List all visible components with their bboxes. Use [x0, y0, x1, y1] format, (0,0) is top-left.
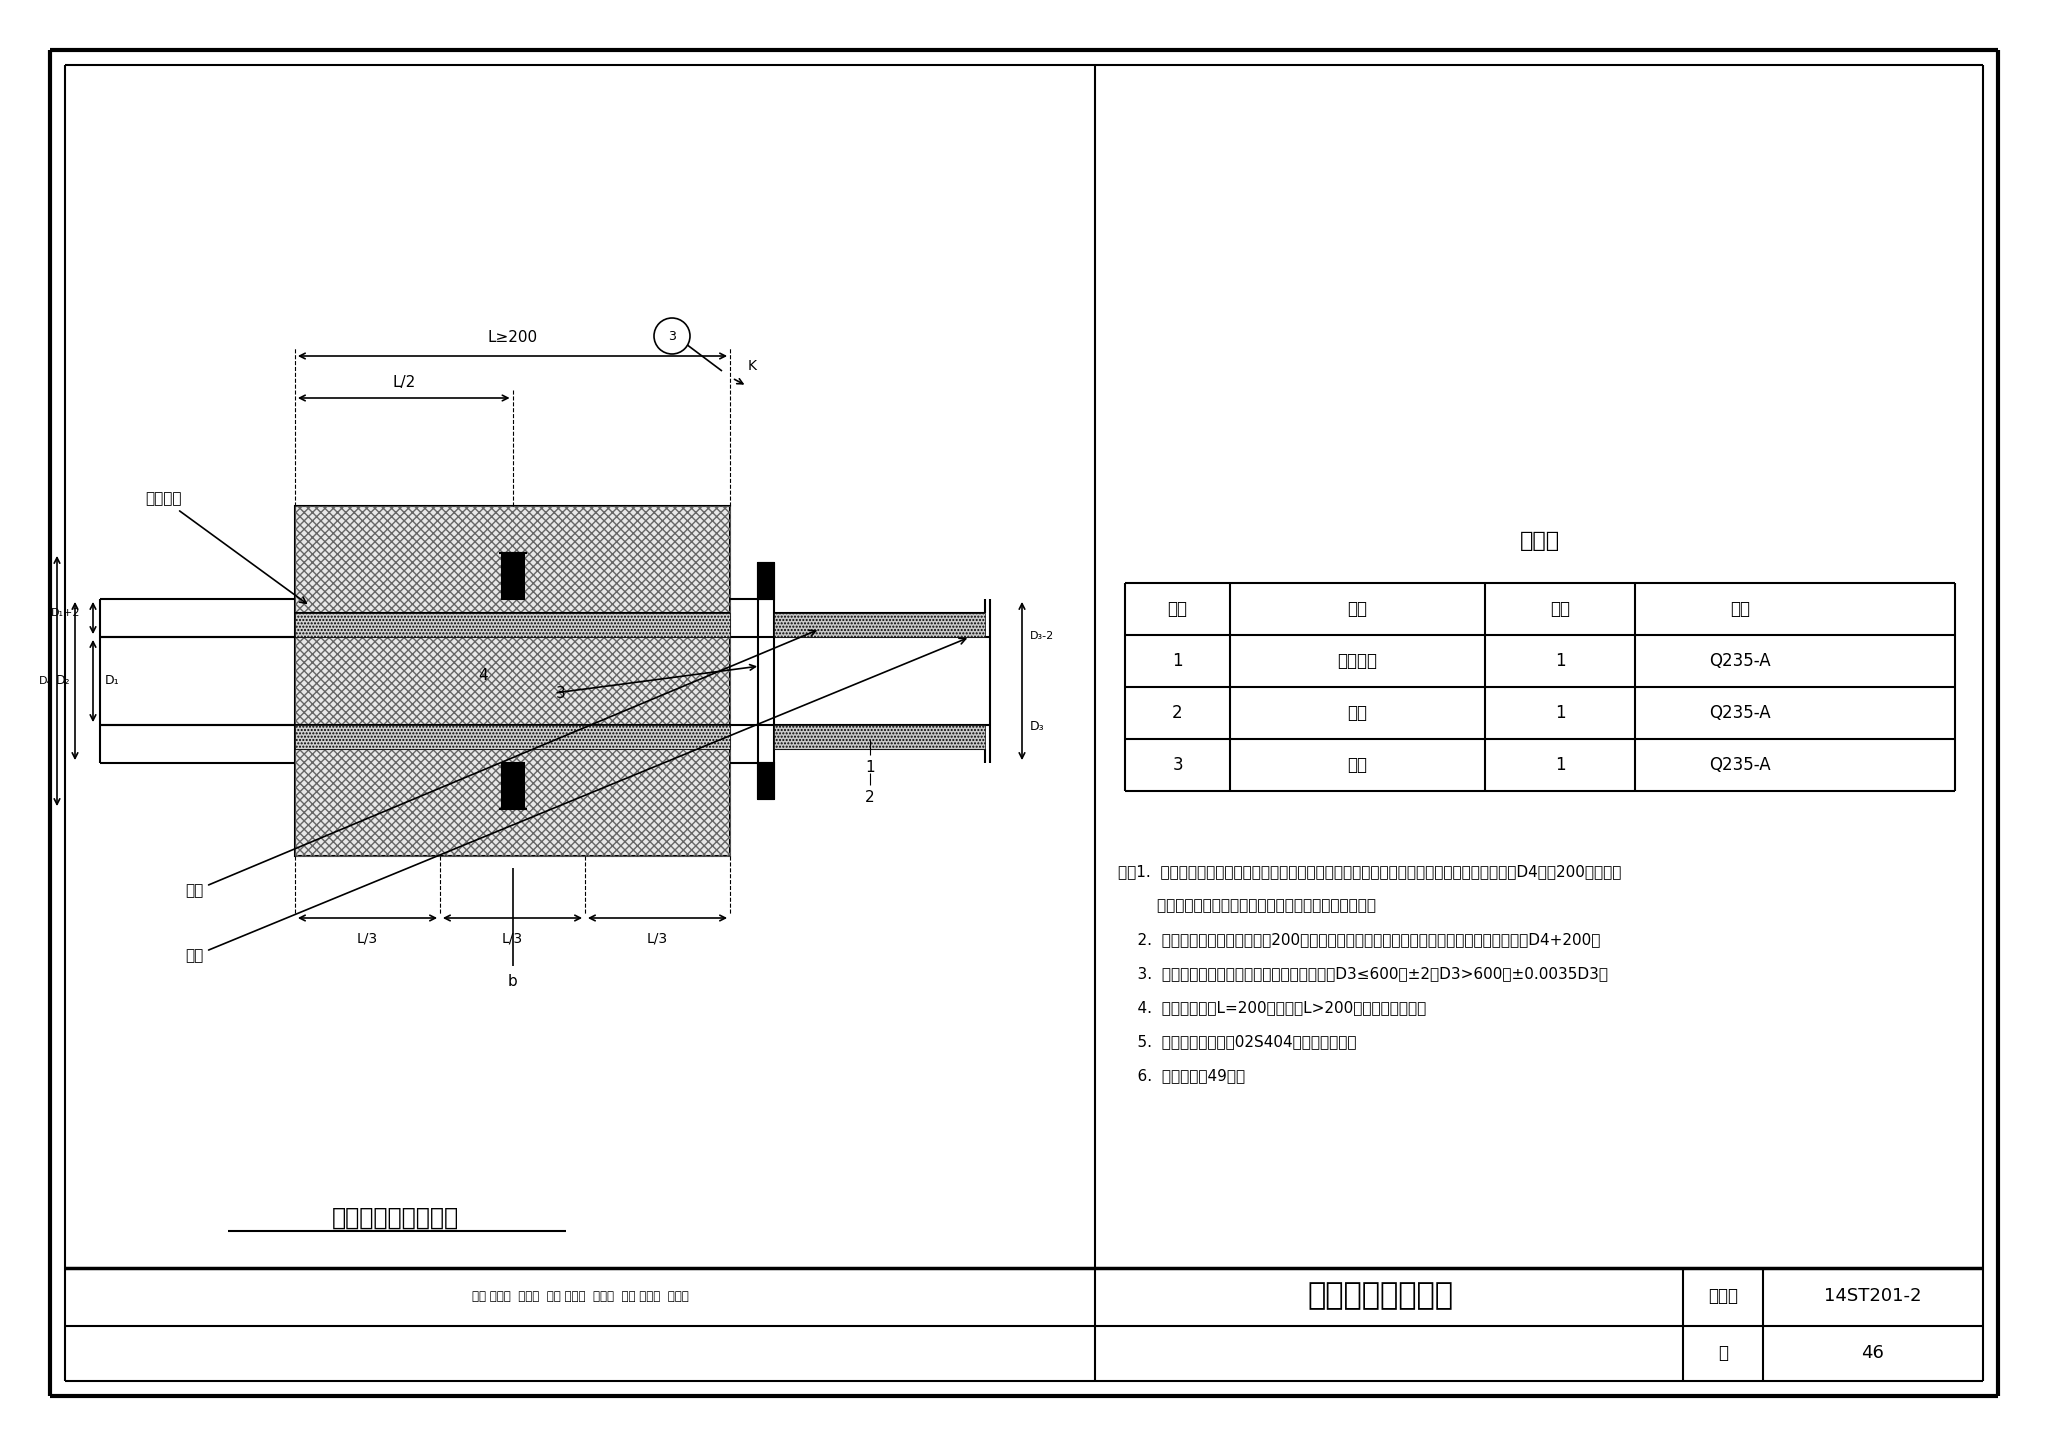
Text: D₄: D₄	[39, 675, 51, 685]
Text: 46: 46	[1862, 1343, 1884, 1362]
Bar	[295, 724, 729, 749]
Text: 审核 张先群  张先群  校对 赵际顺  赵际顺  设计 霍立国  霍立国: 审核 张先群 张先群 校对 赵际顺 赵际顺 设计 霍立国 霍立国	[471, 1290, 688, 1303]
Bar	[774, 724, 985, 749]
Text: D₂: D₂	[55, 674, 70, 687]
Bar	[758, 763, 774, 800]
Text: 麻刀水泥: 麻刀水泥	[145, 492, 307, 603]
Text: 材料表: 材料表	[1520, 531, 1561, 551]
Text: Q235-A: Q235-A	[1710, 652, 1772, 669]
Text: 名称: 名称	[1348, 600, 1368, 617]
Bar	[502, 552, 524, 599]
Text: L/2: L/2	[391, 375, 416, 389]
Text: 4: 4	[479, 668, 487, 684]
Text: D₁+2: D₁+2	[51, 607, 80, 617]
Text: Q235-A: Q235-A	[1710, 704, 1772, 722]
Bar	[295, 506, 729, 856]
Text: 须将套管一次浇固于墙内。套管内的填料应紧密捣实。: 须将套管一次浇固于墙内。套管内的填料应紧密捣实。	[1118, 898, 1376, 912]
Text: D₃-2: D₃-2	[1030, 630, 1055, 641]
Text: 1: 1	[1554, 756, 1565, 774]
Text: 数量: 数量	[1550, 600, 1571, 617]
Text: 页: 页	[1718, 1343, 1729, 1362]
Bar	[774, 613, 985, 638]
Text: 序号: 序号	[1167, 600, 1188, 617]
Text: 3: 3	[555, 685, 565, 700]
Text: 注：1.  套管穿墙处如遇非混凝土墙壁时，应改用混凝土墙壁，其浇筑混凝土范围应比翼环直径（D4）大200，而且必: 注：1. 套管穿墙处如遇非混凝土墙壁时，应改用混凝土墙壁，其浇筑混凝土范围应比翼…	[1118, 865, 1622, 879]
Text: 3: 3	[1171, 756, 1184, 774]
Text: 钢制套管: 钢制套管	[1337, 652, 1378, 669]
Text: b: b	[508, 973, 518, 989]
Text: 材料: 材料	[1731, 600, 1749, 617]
Text: 1: 1	[1554, 652, 1565, 669]
Bar	[295, 613, 729, 638]
Text: L≥200: L≥200	[487, 331, 537, 346]
Text: 翼环: 翼环	[1348, 704, 1368, 722]
Text: 4.  套管的重量以L=200计算，当L>200时，应另行计算。: 4. 套管的重量以L=200计算，当L>200时，应另行计算。	[1118, 1001, 1425, 1015]
Text: K: K	[748, 359, 756, 373]
Text: 5.  未涉及套管形式见02S404《防水套管》。: 5. 未涉及套管形式见02S404《防水套管》。	[1118, 1034, 1356, 1048]
Text: 3: 3	[668, 330, 676, 343]
Bar	[758, 562, 774, 599]
Text: 1: 1	[1171, 652, 1184, 669]
Bar	[502, 763, 524, 808]
Text: 2: 2	[864, 790, 874, 804]
Text: 2: 2	[1171, 704, 1184, 722]
Text: 油麻: 油麻	[184, 630, 815, 898]
Circle shape	[653, 318, 690, 354]
Text: 图集号: 图集号	[1708, 1287, 1739, 1304]
Text: 1: 1	[864, 759, 874, 775]
Text: 挡圈: 挡圈	[1348, 756, 1368, 774]
Text: 刚性防水套管安装图: 刚性防水套管安装图	[332, 1206, 459, 1231]
Text: L/3: L/3	[502, 931, 522, 946]
Text: Q235-A: Q235-A	[1710, 756, 1772, 774]
Text: L/3: L/3	[647, 931, 668, 946]
Text: 1: 1	[1554, 704, 1565, 722]
Text: 6.  尺寸表见第49页。: 6. 尺寸表见第49页。	[1118, 1069, 1245, 1083]
Text: 钢管: 钢管	[184, 638, 967, 963]
Text: L/3: L/3	[356, 931, 379, 946]
Text: D₃: D₃	[1030, 720, 1044, 733]
Text: 14ST201-2: 14ST201-2	[1825, 1287, 1921, 1304]
Text: 2.  穿管处混凝土墙厚应不小于200，否则应在墙壁一边或两边加厚。加厚部分的直径至少为D4+200。: 2. 穿管处混凝土墙厚应不小于200，否则应在墙壁一边或两边加厚。加厚部分的直径…	[1118, 933, 1599, 947]
Text: 刚性防水套管安装: 刚性防水套管安装	[1307, 1281, 1452, 1310]
Bar	[295, 506, 729, 856]
Text: D₁: D₁	[104, 674, 119, 687]
Text: 3.  当套管采用卷制成型时，周长允许偏差为：D3≤600，±2；D3>600，±0.0035D3。: 3. 当套管采用卷制成型时，周长允许偏差为：D3≤600，±2；D3>600，±…	[1118, 966, 1608, 980]
